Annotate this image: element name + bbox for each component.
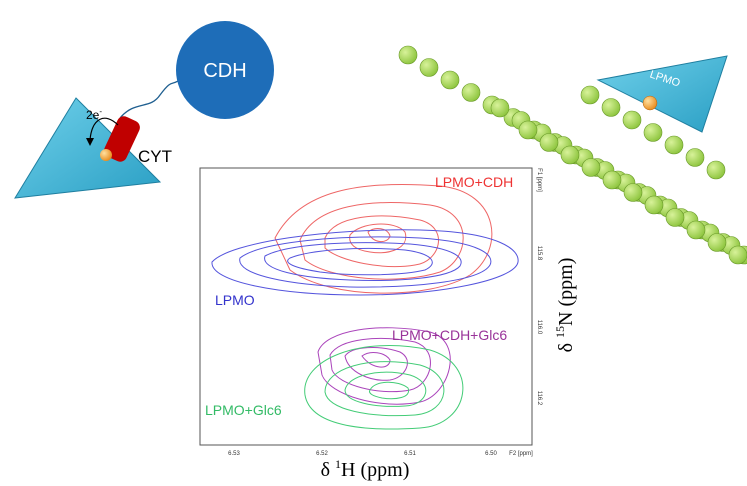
glucose-bead	[420, 59, 438, 77]
peak-label: LPMO+CDH	[435, 174, 513, 190]
y-tick-label: 116.0	[536, 320, 542, 335]
glucose-bead	[491, 99, 509, 117]
y-unit: F1 [ppm]	[536, 168, 542, 192]
glucose-bead	[686, 149, 704, 167]
x-unit: F2 [ppm]	[509, 451, 533, 457]
glucose-bead	[666, 209, 684, 227]
electron-sup: -	[99, 107, 102, 116]
glucose-bead	[623, 111, 641, 129]
x-symbol: δ	[321, 459, 330, 481]
glucose-bead	[645, 196, 663, 214]
lpmo-triangle	[598, 56, 727, 132]
cdh-label: CDH	[203, 60, 246, 82]
glucose-bead	[581, 86, 599, 104]
glucose-bead	[729, 246, 747, 264]
y-sup: 15	[553, 326, 567, 338]
glucose-bead	[540, 134, 558, 152]
peak-label: LPMO+CDH+Glc6	[392, 327, 507, 343]
glucose-bead	[665, 136, 683, 154]
y-text: N (ppm)	[555, 258, 577, 326]
copper-site-left	[100, 149, 112, 161]
figure: LPMO CDH 2e- CYT	[0, 0, 747, 486]
y-tick-label: 116.2	[536, 391, 542, 406]
glucose-bead	[707, 161, 725, 179]
electron-text: 2e	[86, 108, 100, 122]
y-symbol: δ	[555, 343, 577, 352]
glucose-bead	[603, 171, 621, 189]
glucose-bead	[582, 159, 600, 177]
glucose-bead	[399, 46, 417, 64]
glucose-bead	[441, 71, 459, 89]
copper-site	[643, 96, 657, 110]
glucose-bead	[624, 184, 642, 202]
linker	[120, 75, 185, 118]
y-tick-label: 115.8	[536, 246, 542, 261]
x-tick-label: 6.53	[228, 451, 240, 457]
cyt-label: CYT	[138, 147, 172, 166]
x-tick-label: 6.50	[485, 451, 497, 457]
x-tick-label: 6.52	[316, 451, 328, 457]
glucose-bead	[519, 121, 537, 139]
x-text: H (ppm)	[341, 459, 409, 481]
peak-label: LPMO	[215, 292, 255, 308]
peak-label: LPMO+Glc6	[205, 402, 282, 418]
glucose-bead	[708, 234, 726, 252]
y-axis-label: δ 15N (ppm)	[553, 258, 577, 353]
glucose-bead	[561, 146, 579, 164]
glucose-bead	[462, 84, 480, 102]
glucose-bead	[644, 124, 662, 142]
glucose-bead	[687, 221, 705, 239]
glucose-bead	[602, 99, 620, 117]
x-tick-label: 6.51	[404, 451, 416, 457]
